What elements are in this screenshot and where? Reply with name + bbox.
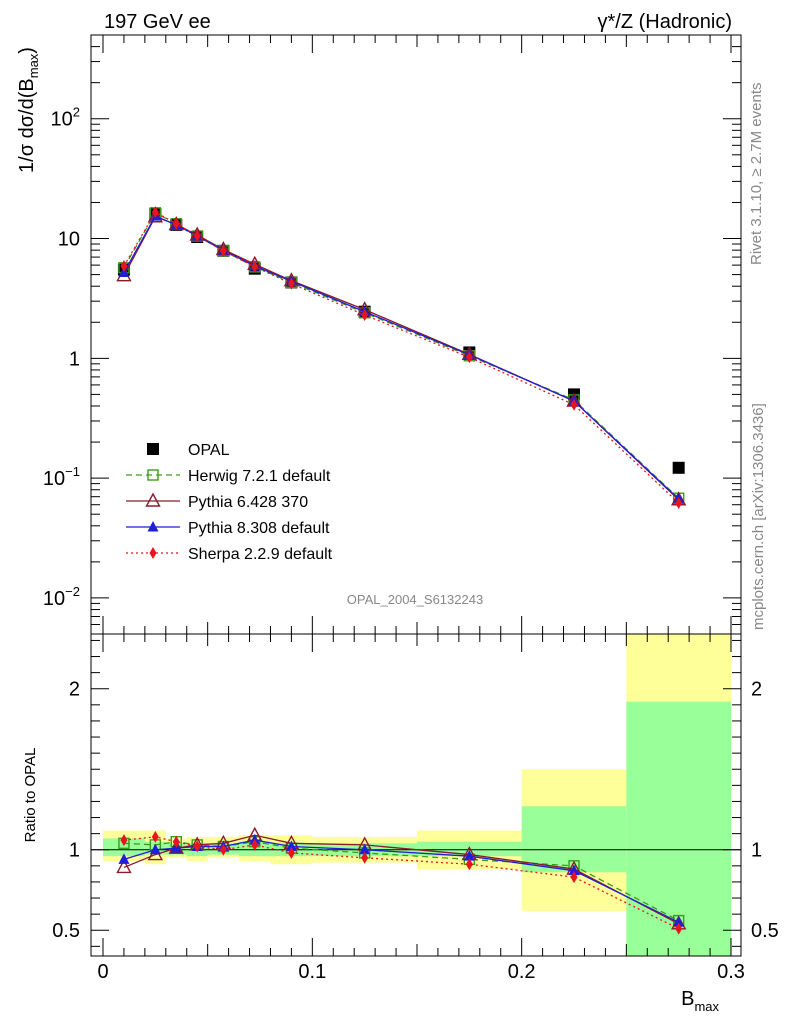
ratio-marker-pythia8 [118, 853, 130, 864]
legend-item-herwig: Herwig 7.2.1 default [126, 468, 331, 485]
ratio-series-sherpa [120, 830, 683, 935]
ratio-y-tick-label-left: 1 [69, 840, 80, 862]
ratio-marker-sherpa [361, 851, 369, 864]
main-y-tick-labels: 102 10 1 10−1 10−2 [43, 105, 80, 610]
main-y-tick-label: 10−1 [43, 464, 80, 490]
series-line-sherpa [123, 211, 680, 504]
ratio-y-axis-label: Ratio to OPAL [22, 748, 39, 843]
ratio-y-tick-label-right: 2 [751, 679, 762, 701]
legend-item-pythia6: Pythia 6.428 370 [126, 492, 308, 511]
x-tick-label: 0.1 [298, 961, 326, 983]
x-tick-label: 0 [97, 961, 108, 983]
legend-marker-sherpa [149, 547, 157, 559]
ratio-panel: 0.5 0.5 1 1 2 2 0 0.1 0.2 0.3 Ratio to OPAL Bmax [22, 633, 779, 1014]
legend-marker-opal [147, 443, 159, 455]
ratio-marker-pythia8 [149, 843, 161, 855]
ratio-marker-sherpa [172, 835, 180, 848]
main-y-tick-label: 102 [51, 105, 80, 131]
marker-sherpa [465, 351, 473, 364]
legend-item-opal: OPAL [147, 442, 230, 459]
marker-sherpa [172, 217, 180, 230]
ratio-marker-pythia6 [168, 839, 184, 854]
marker-sherpa [361, 309, 369, 322]
rivet-version-label: Rivet 3.1.10, ≥ 2.7M events [748, 83, 765, 266]
main-series-layer [116, 206, 687, 510]
legend-label-pythia8: Pythia 8.308 default [188, 520, 330, 537]
energy-label: 197 GeV ee [104, 11, 211, 33]
ratio-marker-sherpa [251, 838, 259, 851]
ratio-marker-sherpa [675, 922, 683, 935]
legend-marker-herwig [147, 469, 159, 481]
marker-sherpa [287, 277, 295, 290]
ratio-marker-pythia8 [673, 916, 685, 927]
ratio-y-tick-label-right: 0.5 [751, 920, 779, 942]
analysis-id-label: OPAL_2004_S6132243 [347, 592, 483, 607]
ratio-marker-pythia8 [285, 840, 297, 852]
x-tick-label: 0.3 [717, 961, 745, 983]
ratio-axis-ticks: 0.5 0.5 1 1 2 2 0 0.1 0.2 0.3 [52, 634, 779, 983]
legend-label-pythia6: Pythia 6.428 370 [188, 494, 308, 511]
main-y-tick-label: 10 [58, 229, 80, 251]
legend-label-sherpa: Sherpa 2.2.9 default [188, 546, 333, 563]
legend-label-herwig: Herwig 7.2.1 default [188, 468, 331, 485]
ratio-marker-pythia8 [568, 864, 580, 876]
ratio-marker-sherpa [193, 840, 201, 853]
ratio-y-tick-label-left: 2 [69, 679, 80, 701]
marker-sherpa [251, 260, 259, 273]
ratio-marker-sherpa [219, 843, 227, 856]
marker-pythia6 [147, 208, 164, 223]
marker-sherpa [675, 497, 683, 510]
series-pythia6 [116, 208, 687, 506]
marker-sherpa [151, 206, 159, 219]
main-axis-ticks [91, 34, 741, 635]
source-label: mcplots.cern.ch [arXiv:1306.3436] [750, 403, 767, 630]
legend: OPAL Herwig 7.2.1 default Pythia 6.428 370… [126, 442, 333, 563]
legend-item-sherpa: Sherpa 2.2.9 default [126, 546, 333, 563]
ratio-uncertainty-bands [103, 634, 731, 956]
main-y-axis-label: 1/σ dσ/d(Bmax) [16, 47, 41, 173]
main-y-tick-label: 10−2 [43, 584, 80, 610]
ratio-series-layer [116, 826, 687, 935]
ratio-marker-pythia6 [116, 858, 132, 874]
ratio-line-sherpa [123, 836, 679, 930]
legend-marker-pythia8 [147, 521, 159, 532]
x-axis-label: Bmax [681, 988, 719, 1014]
legend-label-opal: OPAL [188, 442, 230, 459]
series-opal [117, 208, 685, 474]
marker-sherpa [193, 229, 201, 242]
process-label: γ*/Z (Hadronic) [598, 11, 732, 33]
main-y-tick-label: 1 [69, 348, 80, 370]
series-pythia8 [118, 210, 685, 504]
ratio-y-tick-label-left: 0.5 [52, 920, 80, 942]
ratio-marker-sherpa [151, 830, 159, 843]
ratio-frame [90, 633, 742, 957]
ratio-marker-sherpa [570, 871, 578, 884]
ratio-marker-pythia8 [359, 843, 371, 855]
band-inner [626, 701, 731, 956]
ratio-marker-pythia8 [463, 850, 475, 861]
ratio-y-tick-label-right: 1 [751, 840, 762, 862]
legend-item-pythia8: Pythia 8.308 default [126, 520, 330, 537]
legend-marker-pythia6 [145, 492, 161, 507]
marker-sherpa [570, 398, 578, 411]
x-tick-label: 0.2 [508, 961, 536, 983]
ratio-marker-sherpa [287, 846, 295, 859]
ratio-marker-sherpa [120, 834, 128, 847]
series-sherpa [120, 206, 683, 510]
marker-sherpa [120, 259, 128, 272]
marker-opal [672, 461, 685, 474]
ratio-marker-sherpa [465, 858, 473, 871]
band-inner [103, 838, 145, 857]
marker-sherpa [219, 244, 227, 257]
main-panel: 102 10 1 10−1 10−2 1/σ dσ/d(Bmax) OPAL_2004_… [16, 34, 742, 635]
